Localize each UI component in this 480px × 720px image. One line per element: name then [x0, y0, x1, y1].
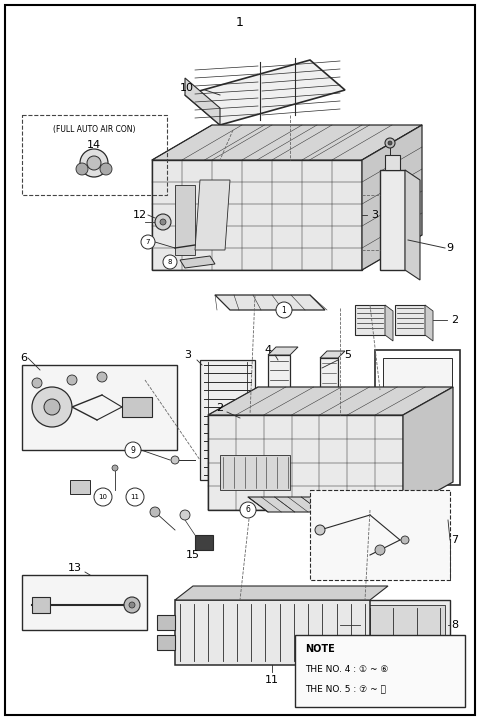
Circle shape [150, 507, 160, 517]
Polygon shape [248, 497, 348, 512]
Polygon shape [200, 360, 255, 480]
Bar [310, 490, 450, 580]
Circle shape [129, 602, 135, 608]
Text: 8: 8 [451, 620, 458, 630]
Polygon shape [362, 125, 422, 270]
Bar [360, 600, 450, 650]
Text: 11: 11 [265, 675, 279, 685]
Text: 10: 10 [180, 83, 194, 93]
Circle shape [240, 502, 256, 518]
Text: THE NO. 5 : ⑦ ~ ⑪: THE NO. 5 : ⑦ ~ ⑪ [305, 685, 386, 693]
Text: 3: 3 [184, 350, 192, 360]
Text: 14: 14 [87, 140, 101, 150]
Polygon shape [185, 60, 345, 125]
Polygon shape [220, 455, 290, 490]
Circle shape [155, 214, 171, 230]
Circle shape [315, 525, 325, 535]
Circle shape [44, 399, 60, 415]
Text: 13: 13 [68, 563, 82, 573]
Circle shape [100, 163, 112, 175]
Circle shape [375, 545, 385, 555]
Polygon shape [175, 586, 388, 600]
Bar [22, 365, 177, 450]
Polygon shape [175, 185, 195, 255]
Circle shape [80, 149, 108, 177]
Circle shape [124, 597, 140, 613]
Circle shape [160, 219, 166, 225]
Polygon shape [385, 155, 400, 170]
Polygon shape [403, 387, 453, 510]
Bar [32, 597, 50, 613]
Circle shape [125, 442, 141, 458]
Polygon shape [152, 125, 422, 160]
Polygon shape [355, 305, 385, 335]
Polygon shape [320, 351, 345, 358]
Text: 1: 1 [282, 305, 287, 315]
Bar [122, 397, 152, 417]
Text: 12: 12 [133, 210, 147, 220]
Text: 1: 1 [236, 16, 244, 29]
Circle shape [163, 255, 177, 269]
Polygon shape [395, 305, 425, 335]
Circle shape [126, 488, 144, 506]
Circle shape [171, 456, 179, 464]
Text: THE NO. 4 : ① ~ ⑥: THE NO. 4 : ① ~ ⑥ [305, 665, 388, 673]
Text: 11: 11 [131, 494, 140, 500]
Text: 2: 2 [216, 403, 224, 413]
Bar [70, 480, 90, 494]
Circle shape [276, 302, 292, 318]
Bar [195, 535, 213, 550]
Bar [22, 115, 167, 195]
Bar [157, 615, 175, 630]
Polygon shape [185, 78, 220, 125]
Circle shape [97, 372, 107, 382]
Polygon shape [320, 358, 338, 458]
Polygon shape [208, 415, 403, 510]
Polygon shape [215, 295, 325, 310]
Polygon shape [268, 355, 290, 470]
Bar [295, 635, 465, 707]
Text: 7: 7 [146, 239, 150, 245]
Circle shape [94, 488, 112, 506]
Circle shape [385, 138, 395, 148]
Circle shape [32, 387, 72, 427]
Polygon shape [208, 387, 453, 415]
Polygon shape [405, 170, 420, 280]
Text: 10: 10 [98, 494, 108, 500]
Text: 9: 9 [446, 243, 454, 253]
Text: 5: 5 [345, 350, 351, 360]
Text: 2: 2 [451, 315, 458, 325]
Polygon shape [152, 160, 362, 270]
Bar [383, 358, 452, 477]
Text: 6: 6 [20, 353, 27, 363]
Text: 9: 9 [131, 446, 135, 454]
Text: 6: 6 [246, 505, 251, 515]
Text: 8: 8 [168, 259, 172, 265]
Text: (FULL AUTO AIR CON): (FULL AUTO AIR CON) [53, 125, 135, 133]
Text: NOTE: NOTE [305, 644, 335, 654]
Polygon shape [380, 170, 405, 270]
Circle shape [32, 378, 42, 388]
Circle shape [401, 536, 409, 544]
Circle shape [76, 163, 88, 175]
Bar [365, 605, 445, 645]
Text: 3: 3 [372, 210, 379, 220]
Bar [157, 635, 175, 650]
Polygon shape [180, 256, 215, 268]
Circle shape [87, 156, 101, 170]
Polygon shape [385, 305, 393, 341]
Circle shape [388, 141, 392, 145]
Circle shape [67, 375, 77, 385]
Text: 15: 15 [186, 550, 200, 560]
Circle shape [112, 465, 118, 471]
Polygon shape [175, 600, 370, 665]
Polygon shape [425, 305, 433, 341]
Text: 7: 7 [451, 535, 458, 545]
Circle shape [141, 235, 155, 249]
Polygon shape [268, 347, 298, 355]
Circle shape [180, 510, 190, 520]
Text: 4: 4 [264, 345, 272, 355]
Bar [22, 575, 147, 630]
Polygon shape [195, 180, 230, 250]
